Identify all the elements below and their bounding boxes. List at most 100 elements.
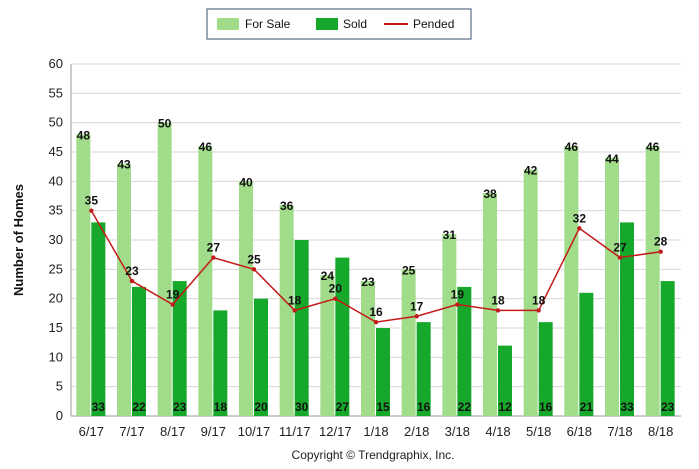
x-tick-6/18: 6/18	[567, 424, 592, 439]
bar-sold-10/17	[254, 298, 268, 416]
label-sold-1/18: 15	[376, 400, 390, 414]
y-tick-15: 15	[49, 320, 63, 335]
bar-sold-7/18	[620, 222, 634, 416]
pended-line	[89, 208, 663, 325]
label-sold-6/18: 21	[580, 400, 594, 414]
pended-point-10/17	[251, 267, 257, 272]
bar-for-sale-3/18	[442, 234, 457, 416]
pended-point-8/17	[170, 302, 175, 307]
label-pended-2/18: 17	[410, 299, 424, 313]
label-sold-4/18: 12	[498, 400, 512, 414]
label-sold-5/18: 16	[539, 400, 553, 414]
pended-point-9/17	[211, 255, 216, 260]
y-tick-10: 10	[49, 349, 63, 364]
label-sold-3/18: 22	[458, 400, 472, 414]
legend-label-sold: Sold	[343, 17, 367, 31]
label-pended-7/17: 23	[125, 264, 139, 278]
pended-point-2/18	[414, 314, 419, 319]
x-tick-1/18: 1/18	[363, 424, 388, 439]
bar-for-sale-1/18	[361, 281, 375, 416]
label-for-sale-8/17: 50	[158, 117, 172, 131]
label-for-sale-5/18: 42	[524, 164, 538, 178]
data-labels: 48 33 43 22 50 23 46 18 40 20 36 30 24 27 23 15 25 16 31 22…	[77, 117, 675, 414]
grid-lines	[70, 63, 681, 417]
bar-sold-6/18	[579, 292, 594, 416]
y-tick-45: 45	[49, 144, 63, 159]
label-for-sale-2/18: 25	[402, 263, 416, 277]
label-for-sale-9/17: 46	[199, 140, 213, 154]
label-for-sale-7/17: 43	[117, 158, 131, 172]
bar-for-sale-4/18	[483, 193, 497, 416]
pended-point-11/17	[292, 308, 297, 313]
pended-point-1/18	[373, 319, 379, 325]
bar-sold-4/18	[498, 345, 512, 416]
label-pended-12/17: 20	[329, 282, 343, 296]
y-tick-30: 30	[49, 232, 63, 247]
pended-point-6/17	[89, 208, 94, 213]
label-for-sale-6/18: 46	[565, 140, 579, 154]
x-tick-7/18: 7/18	[607, 424, 632, 439]
pended-point-3/18	[455, 302, 460, 307]
bar-sold-9/17	[213, 310, 228, 416]
y-tick-35: 35	[49, 203, 63, 218]
bar-sold-5/18	[538, 322, 553, 416]
copyright-text: Copyright © Trendgraphix, Inc.	[292, 448, 455, 462]
label-for-sale-10/17: 40	[239, 175, 253, 189]
x-tick-12/17: 12/17	[319, 424, 352, 439]
x-tick-11/17: 11/17	[279, 424, 311, 439]
label-for-sale-6/17: 48	[77, 128, 91, 142]
label-pended-11/17: 18	[288, 293, 302, 307]
legend-box	[206, 8, 472, 40]
label-sold-8/17: 23	[173, 400, 187, 414]
y-tick-55: 55	[49, 85, 63, 100]
legend-swatch-sold	[316, 18, 338, 30]
x-tick-8/18: 8/18	[648, 424, 673, 439]
label-sold-11/17: 30	[295, 400, 309, 414]
bar-sold-6/17	[91, 222, 106, 416]
label-for-sale-3/18: 31	[443, 228, 457, 242]
bar-for-sale-9/17	[198, 146, 213, 416]
y-tick-50: 50	[49, 115, 63, 130]
y-tick-25: 25	[49, 261, 63, 276]
label-sold-7/18: 33	[620, 400, 634, 414]
label-pended-6/18: 32	[573, 211, 587, 225]
label-for-sale-8/18: 46	[646, 140, 660, 154]
pended-point-8/18	[658, 249, 663, 254]
bar-sold-11/17	[294, 240, 309, 416]
y-tick-0: 0	[56, 408, 63, 423]
label-sold-9/17: 18	[214, 400, 228, 414]
label-sold-6/17: 33	[92, 400, 106, 414]
label-for-sale-4/18: 38	[483, 187, 497, 201]
bar-sold-3/18	[457, 286, 472, 416]
bar-sold-8/18	[660, 281, 675, 416]
x-tick-6/17: 6/17	[79, 424, 104, 439]
bar-sold-8/17	[172, 281, 187, 416]
label-pended-6/17: 35	[85, 194, 99, 208]
x-axis-ticks: 6/17 7/17 8/17 9/17 10/17 11/17 12/17 1/18 2/18 3…	[79, 424, 674, 439]
legend-swatch-for-sale	[217, 18, 239, 30]
bar-for-sale-6/17	[76, 134, 91, 416]
label-pended-9/17: 27	[207, 241, 221, 255]
bar-for-sale-2/18	[401, 269, 416, 416]
bar-for-sale-5/18	[523, 169, 538, 416]
y-axis-label: Number of Homes	[11, 184, 26, 296]
label-for-sale-7/18: 44	[605, 152, 619, 166]
bar-for-sale-10/17	[239, 181, 253, 416]
bar-for-sale-11/17	[279, 204, 294, 416]
x-tick-5/18: 5/18	[526, 424, 551, 439]
label-pended-5/18: 18	[532, 293, 546, 307]
bar-for-sale-6/18	[564, 146, 579, 416]
y-tick-5: 5	[56, 379, 63, 394]
label-sold-7/17: 22	[132, 400, 146, 414]
pended-point-4/18	[495, 308, 501, 313]
pended-point-12/17	[333, 296, 338, 301]
legend-label-for-sale: For Sale	[245, 17, 291, 31]
x-tick-7/17: 7/17	[119, 424, 144, 439]
bar-for-sale-8/18	[645, 146, 660, 416]
label-for-sale-11/17: 36	[280, 199, 294, 213]
label-sold-12/17: 27	[336, 400, 350, 414]
bar-for-sale-7/17	[117, 163, 131, 416]
bar-for-sale-12/17	[320, 275, 335, 416]
